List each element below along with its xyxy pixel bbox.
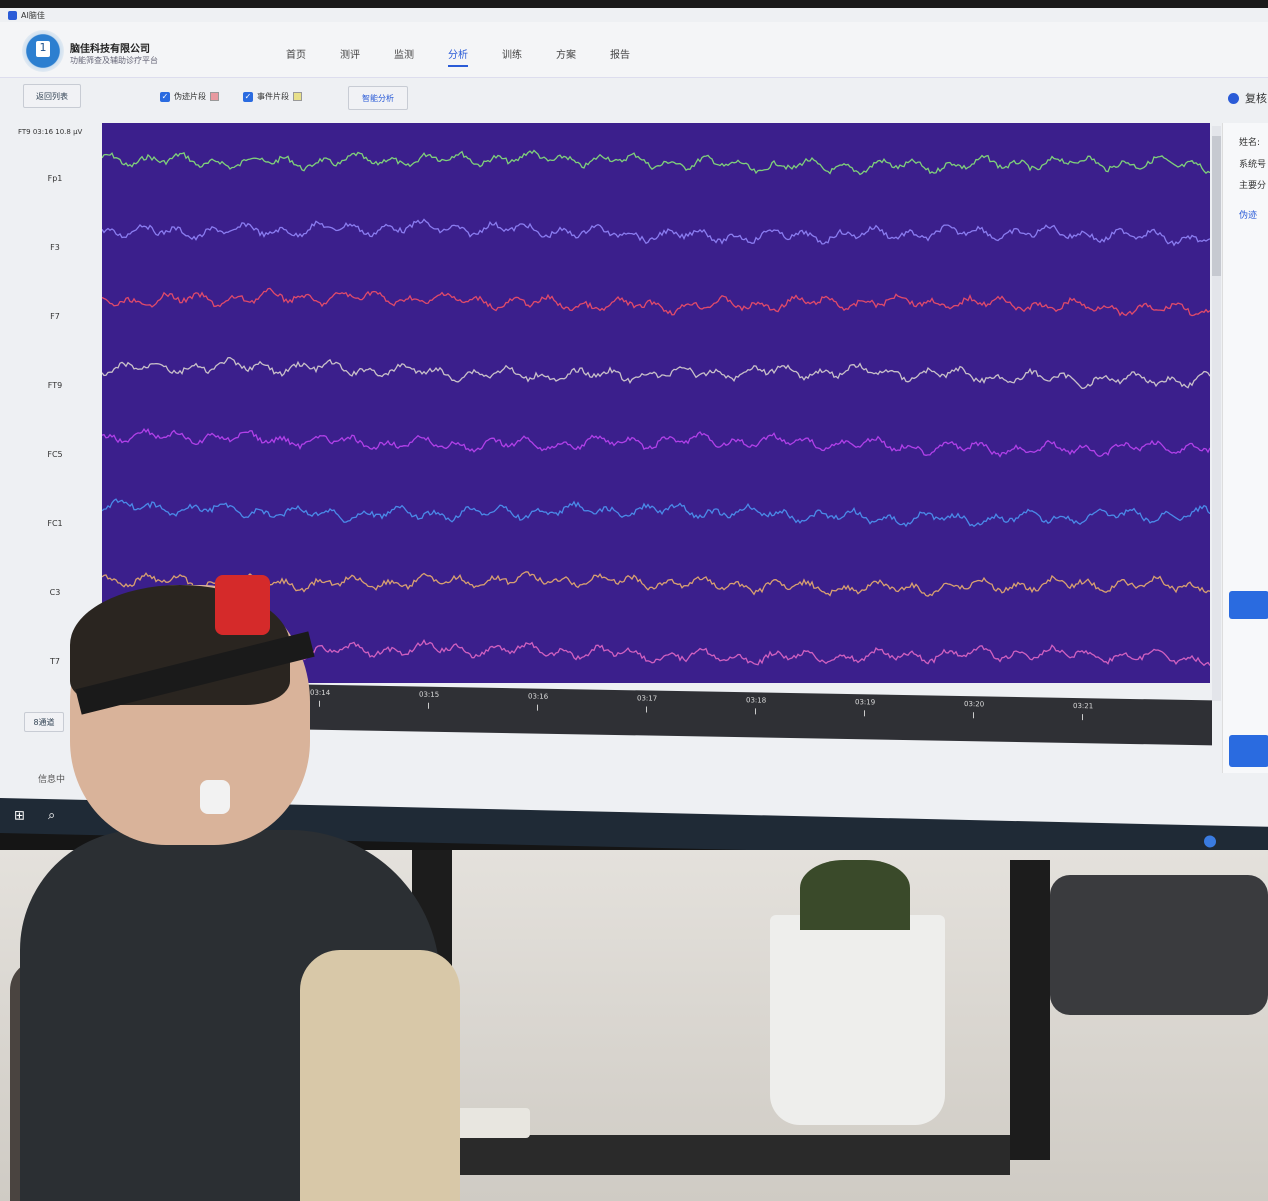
event-checkbox[interactable]: ✓ 事件片段 xyxy=(243,91,302,102)
company-logo: 1 xyxy=(22,30,64,72)
search-icon[interactable]: ⌕ xyxy=(48,808,56,824)
window-title: AI脑佳 xyxy=(8,10,45,21)
main-nav: 首页 测评 监测 分析 训练 方案 报告 xyxy=(286,46,630,67)
header: 1 脑佳科技有限公司 功能筛查及辅助诊疗平台 首页 测评 监测 分析 训练 方案 报告 xyxy=(0,22,1268,78)
event-color-swatch xyxy=(293,92,302,101)
review-label: 复核 xyxy=(1245,92,1267,105)
channel-label: C3 xyxy=(49,588,61,597)
plot-scrollbar[interactable] xyxy=(1212,126,1221,701)
smart-analysis-button[interactable]: 智能分析 xyxy=(348,86,408,110)
artifact-label: 伪迹片段 xyxy=(174,92,206,101)
channel-label: T7 xyxy=(50,657,60,666)
time-tick: 03:21 xyxy=(1073,701,1094,711)
primary-action-button[interactable] xyxy=(1229,591,1268,619)
channel-label: Fp1 xyxy=(47,174,63,183)
time-tick: 03:16 xyxy=(528,692,549,701)
back-to-list-button[interactable]: 返回列表 xyxy=(23,84,81,108)
artifact-color-swatch xyxy=(210,92,219,101)
channel-label: F3 xyxy=(50,243,60,252)
radio-icon xyxy=(1228,92,1239,104)
patient-info-panel: 姓名: 系统号 主要分 伪迹 xyxy=(1222,123,1268,773)
stand-base xyxy=(440,1135,1010,1175)
eeg-trace-FC5 xyxy=(102,427,1210,458)
name-label: 姓名: xyxy=(1239,138,1261,148)
time-tick: 03:14 xyxy=(310,688,331,697)
nav-tab-2[interactable]: 监测 xyxy=(394,50,414,61)
checkmark-icon: ✓ xyxy=(243,91,253,102)
system-id-label: 系统号 xyxy=(1239,160,1267,170)
time-tick: 03:20 xyxy=(964,700,985,709)
nav-tab-1[interactable]: 测评 xyxy=(340,50,360,61)
tray-app-icon[interactable] xyxy=(1204,835,1216,848)
time-tick: 03:17 xyxy=(637,694,658,703)
time-tick: 03:19 xyxy=(855,698,876,707)
main-score-label: 主要分 xyxy=(1239,181,1267,191)
eeg-waveform-plot[interactable] xyxy=(102,123,1210,683)
logo-text: 1 xyxy=(36,41,50,57)
nav-tab-4[interactable]: 训练 xyxy=(502,50,522,61)
channel-label: FC1 xyxy=(47,519,63,528)
channel-label: FC5 xyxy=(47,450,63,459)
plant-pot xyxy=(770,915,945,1125)
app-title: AI脑佳 xyxy=(21,11,45,20)
eeg-trace-F7 xyxy=(102,287,1210,317)
platform-slogan: 功能筛查及辅助诊疗平台 xyxy=(70,56,158,65)
eeg-trace-F3 xyxy=(102,218,1210,247)
company-name: 脑佳科技有限公司 xyxy=(70,44,150,55)
info-label: 信息中 xyxy=(38,775,66,785)
channel-label: FT9 xyxy=(47,381,63,390)
event-label: 事件片段 xyxy=(257,92,289,101)
ear-clip-electrode xyxy=(200,780,230,814)
nav-tab-3[interactable]: 分析 xyxy=(448,46,468,67)
time-tick: 03:15 xyxy=(419,690,440,699)
eeg-trace-FC1 xyxy=(102,498,1210,528)
nav-tab-5[interactable]: 方案 xyxy=(556,50,576,61)
nav-tab-6[interactable]: 报告 xyxy=(610,50,630,61)
eeg-trace-Fp1 xyxy=(102,149,1210,176)
eeg-trace-FT9 xyxy=(102,356,1210,389)
app-icon xyxy=(8,11,17,20)
plant xyxy=(800,860,910,930)
time-tick: 03:18 xyxy=(746,696,767,705)
stand-leg-right xyxy=(1010,860,1050,1160)
office-chair xyxy=(1050,875,1268,1015)
windows-start-icon[interactable]: ⊞ xyxy=(14,808,25,824)
eeg-trace-C3 xyxy=(102,571,1210,597)
channel-label: F7 xyxy=(50,312,60,321)
person-shirt xyxy=(300,950,460,1201)
artifact-checkbox[interactable]: ✓ 伪迹片段 xyxy=(160,91,219,102)
channel-count-button[interactable]: 8通道 xyxy=(24,712,64,732)
checkmark-icon: ✓ xyxy=(160,91,170,102)
nav-tab-0[interactable]: 首页 xyxy=(286,50,306,61)
review-status[interactable]: 复核 xyxy=(1228,90,1267,106)
cursor-readout: FT9 03:16 10.8 μV xyxy=(18,128,83,136)
scrollbar-thumb[interactable] xyxy=(1212,136,1221,276)
eeg-electrode xyxy=(215,575,270,635)
secondary-action-button[interactable] xyxy=(1229,735,1268,767)
tab-artifact[interactable]: 伪迹 xyxy=(1239,211,1258,221)
